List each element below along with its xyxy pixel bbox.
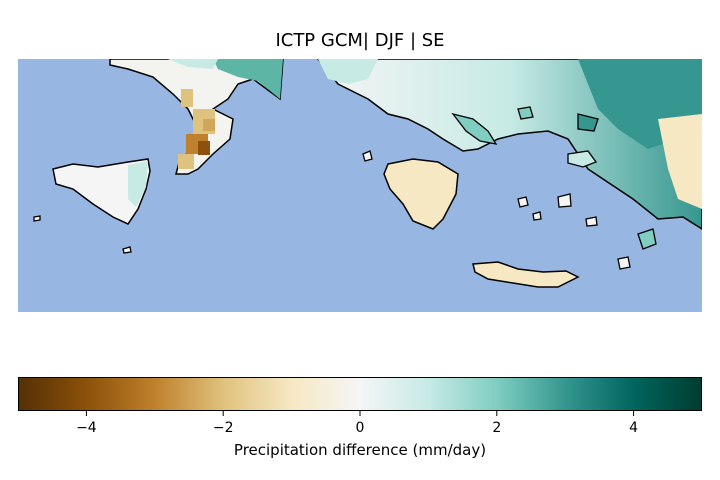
calabria-dry-cells [178, 89, 215, 169]
colorbar-gradient [18, 377, 702, 411]
colorbar-tick-label: −2 [213, 420, 234, 436]
crete-land [472, 261, 580, 288]
colorbar-label: Precipitation difference (mm/day) [233, 441, 487, 459]
gargano-green [213, 59, 283, 99]
peloponnese-land [383, 158, 459, 230]
colorbar-tick-label: 2 [492, 420, 501, 436]
turkey-dry-patch [658, 114, 702, 209]
aegean-islands [33, 106, 657, 270]
heel-green [168, 59, 218, 69]
colorbar-tick-label: −4 [76, 420, 97, 436]
colorbar-tick-label: 0 [356, 420, 365, 436]
albania-green [318, 59, 378, 84]
sicily-land [52, 158, 151, 225]
colorbar-tick-label: 4 [629, 420, 638, 436]
colorbar [18, 377, 702, 411]
colorbar-axis: −4 −2 0 2 4 [76, 411, 638, 436]
precipitation-map [18, 59, 702, 312]
sicily-east-tint [128, 161, 148, 207]
map-title: ICTP GCM| DJF | SE [275, 30, 445, 51]
